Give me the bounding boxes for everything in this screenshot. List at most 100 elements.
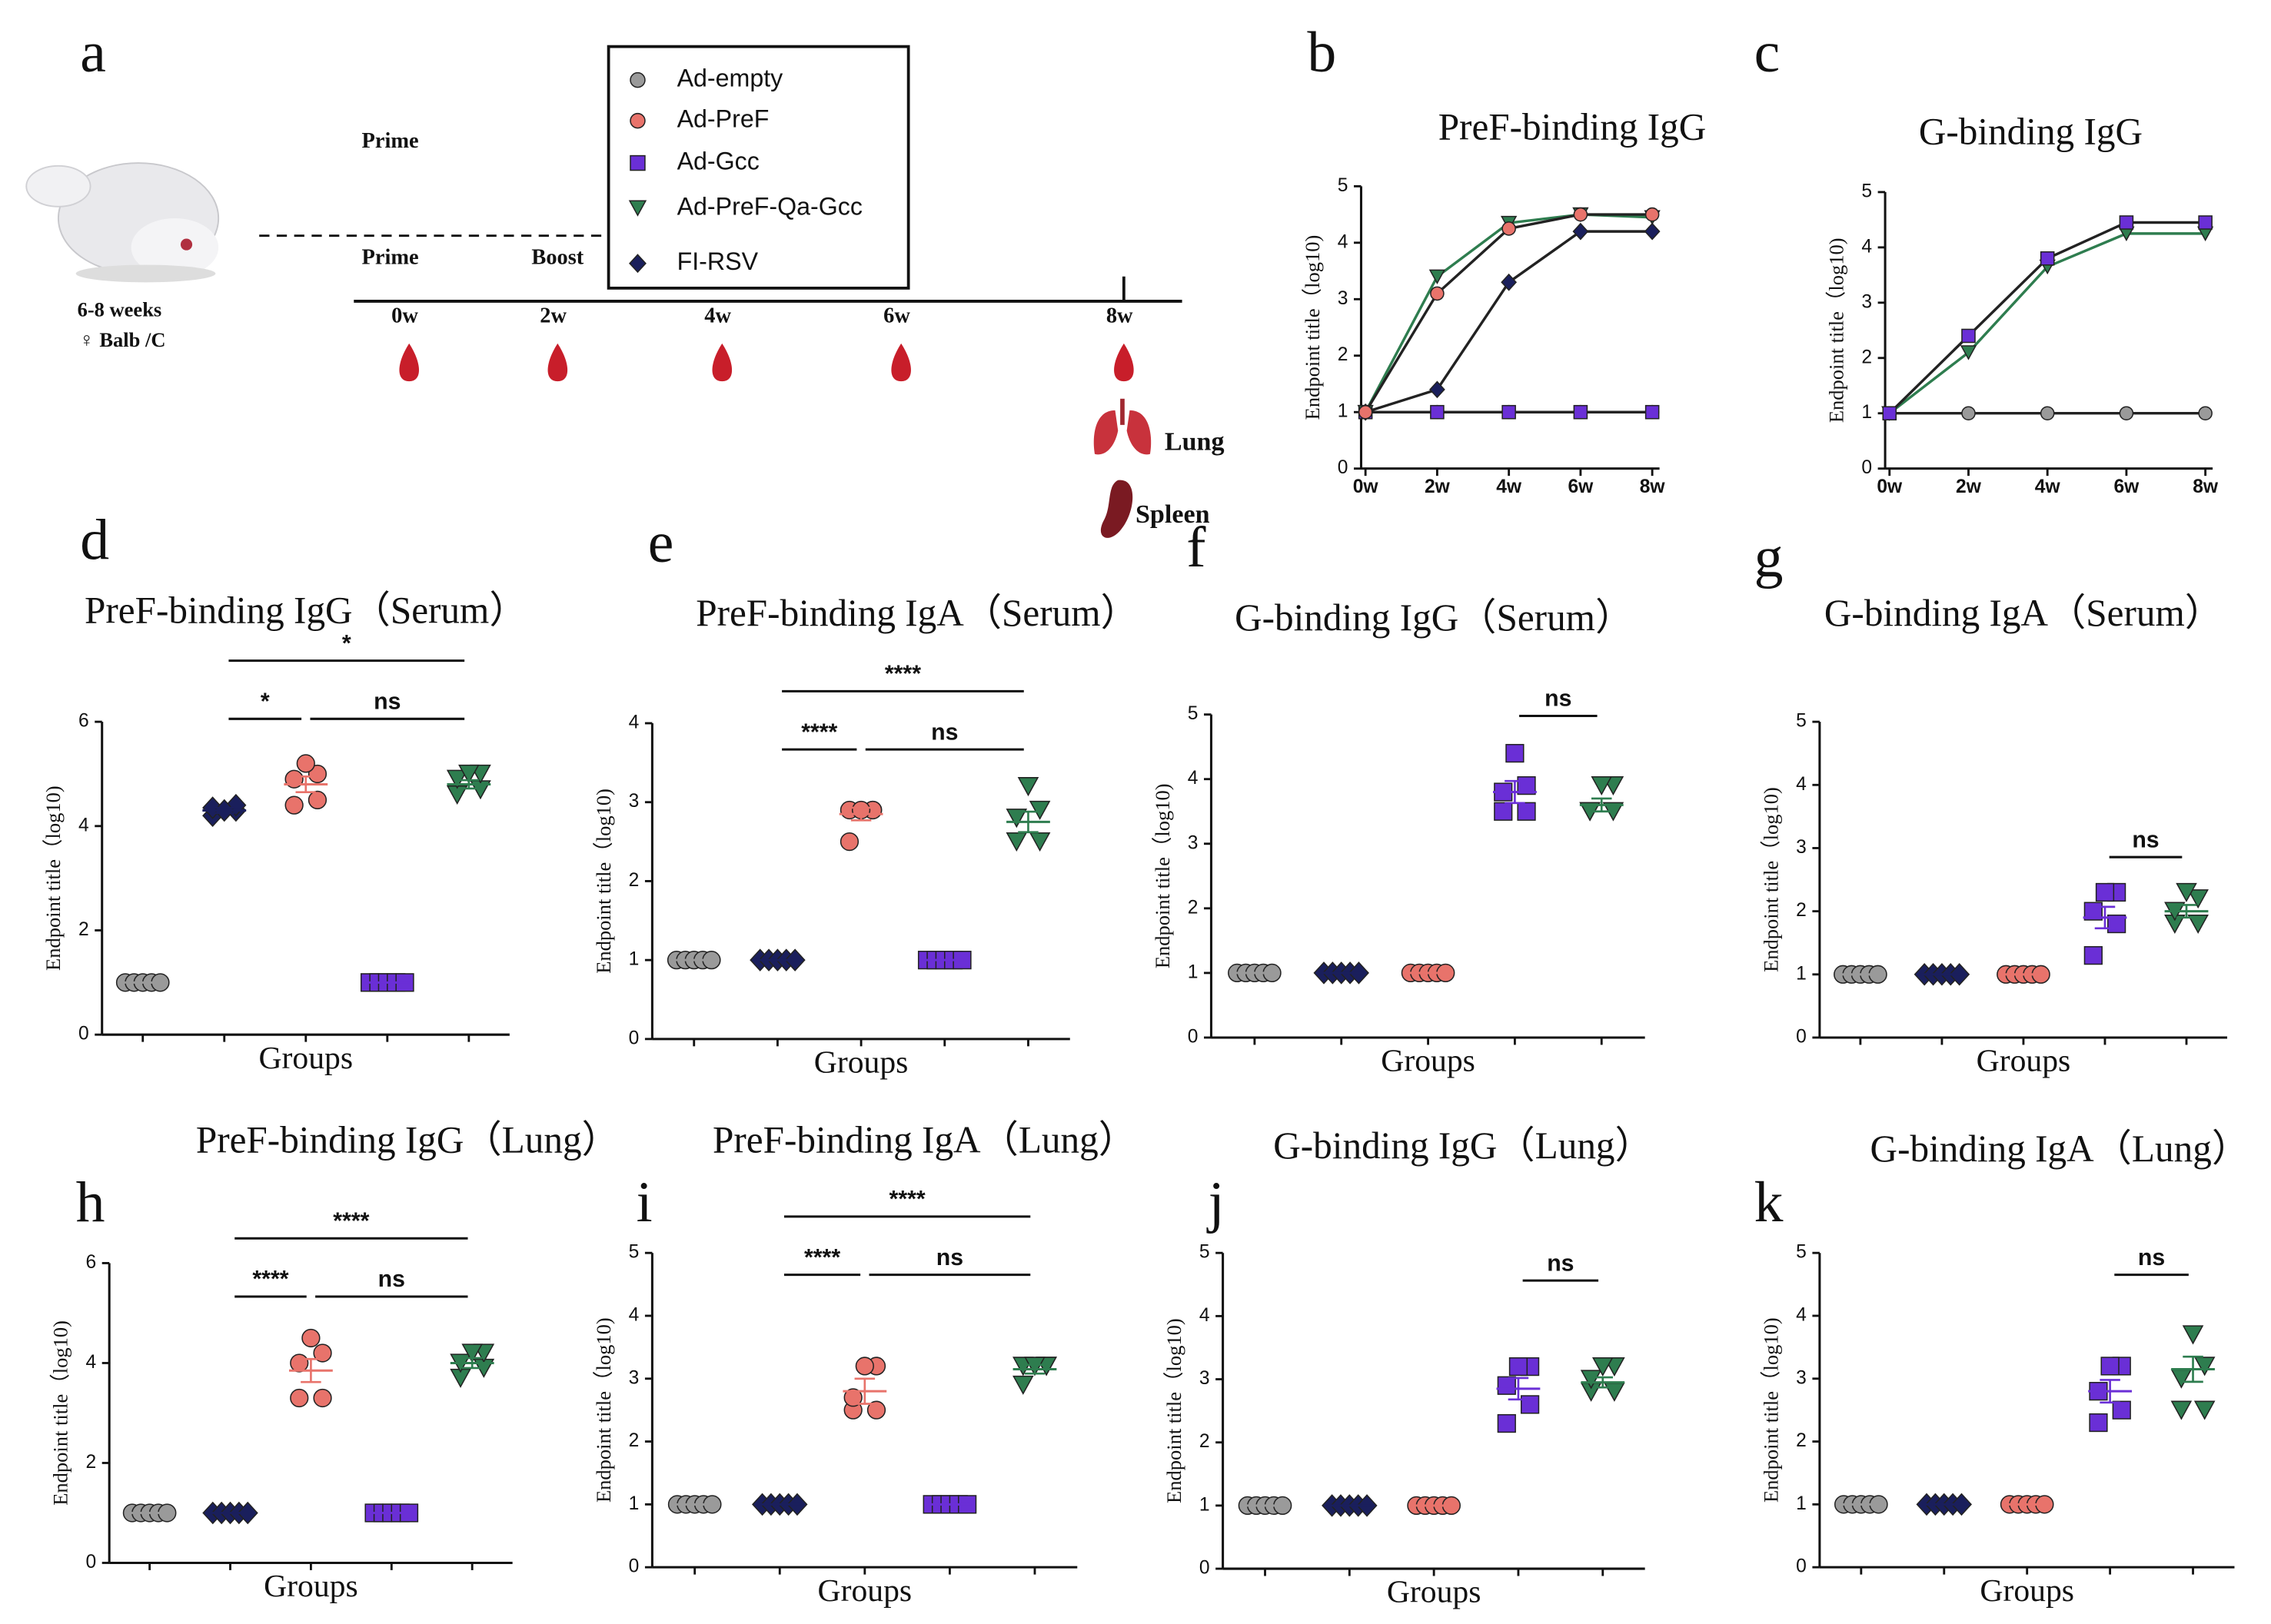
sem-bar bbox=[1508, 1377, 1529, 1401]
point bbox=[2182, 1325, 2204, 1345]
panel-letter: i bbox=[637, 1171, 653, 1234]
x-axis-label: Groups bbox=[1387, 1575, 1481, 1610]
point bbox=[308, 790, 328, 809]
y-tick-label: 0 bbox=[1796, 1556, 1807, 1577]
legend-marker bbox=[630, 112, 646, 129]
point bbox=[1017, 777, 1039, 797]
y-tick-label: 1 bbox=[1188, 961, 1199, 982]
sem-bar bbox=[1024, 1363, 1046, 1375]
x-tick-label: 6w bbox=[2113, 477, 2140, 497]
point bbox=[1573, 404, 1588, 420]
point bbox=[1960, 345, 1977, 360]
y-axis-label: Endpoint title（log10) bbox=[49, 1320, 72, 1506]
legend-marker bbox=[630, 71, 646, 88]
point bbox=[290, 1388, 309, 1408]
sem-bar bbox=[1018, 810, 1039, 834]
point bbox=[2112, 1400, 2131, 1420]
age: 6-8 weeks bbox=[78, 297, 162, 320]
blood-drop bbox=[712, 343, 733, 382]
point bbox=[2187, 889, 2209, 909]
chart-title: PreF-binding IgG（Lung） bbox=[196, 1118, 620, 1161]
x-tick-label: 0w bbox=[1353, 477, 1379, 497]
panel-letter: j bbox=[1206, 1171, 1225, 1234]
point bbox=[2193, 1400, 2216, 1420]
bracket-label: * bbox=[342, 631, 351, 656]
point bbox=[2187, 914, 2209, 934]
point bbox=[313, 1388, 332, 1408]
y-axis-label: Endpoint title（log10) bbox=[42, 785, 65, 971]
x-axis-label: Groups bbox=[1381, 1044, 1475, 1079]
bracket-label: ns bbox=[1547, 1250, 1574, 1276]
point bbox=[1591, 1357, 1614, 1377]
point bbox=[313, 1343, 332, 1363]
point bbox=[1572, 222, 1589, 241]
sem-bar bbox=[1591, 797, 1612, 813]
y-tick-label: 4 bbox=[85, 1352, 96, 1373]
x-tick-label: 4w bbox=[1496, 477, 1522, 497]
point bbox=[446, 769, 468, 789]
y-tick-label: 0 bbox=[1188, 1026, 1199, 1047]
legend-label: Ad-PreF bbox=[677, 105, 770, 133]
y-axis-label: Endpoint title（log10) bbox=[1301, 235, 1324, 420]
y-tick-label: 1 bbox=[1796, 1493, 1807, 1514]
y-tick-label: 0 bbox=[1338, 457, 1348, 478]
panel-letter: f bbox=[1186, 516, 1206, 580]
bracket-label: ns bbox=[374, 689, 401, 714]
line bbox=[1364, 213, 1653, 413]
y-axis-label: Endpoint title（log10) bbox=[1759, 1317, 1782, 1503]
sem-bar bbox=[461, 1357, 483, 1370]
point bbox=[1494, 802, 1513, 821]
point bbox=[1497, 1376, 1516, 1395]
y-tick-label: 4 bbox=[629, 712, 640, 733]
bracket-label: ns bbox=[936, 1245, 963, 1270]
y-tick-label: 3 bbox=[1796, 837, 1807, 858]
panel-letter: g bbox=[1754, 526, 1784, 589]
point bbox=[1644, 222, 1661, 241]
legend-marker bbox=[629, 254, 647, 274]
bracket-label: **** bbox=[889, 1187, 926, 1212]
sem-bar bbox=[295, 775, 317, 794]
point bbox=[2095, 882, 2115, 902]
sem-bar bbox=[854, 1377, 876, 1405]
y-tick-label: 2 bbox=[629, 1430, 640, 1451]
point bbox=[1508, 1357, 1528, 1377]
y-tick-label: 0 bbox=[629, 1556, 640, 1577]
y-tick-label: 3 bbox=[629, 791, 640, 812]
panel-letter: h bbox=[76, 1171, 105, 1234]
mouse bbox=[25, 162, 220, 283]
organ-label: Spleen bbox=[1136, 500, 1210, 529]
point bbox=[1006, 809, 1028, 829]
point bbox=[202, 796, 224, 819]
x-axis-label: Groups bbox=[814, 1045, 909, 1081]
y-tick-label: 3 bbox=[1861, 291, 1872, 312]
point bbox=[2089, 1413, 2108, 1433]
y-tick-label: 1 bbox=[1861, 402, 1872, 423]
y-tick-label: 4 bbox=[1338, 231, 1348, 252]
y-tick-label: 0 bbox=[78, 1024, 89, 1044]
point bbox=[1882, 406, 1897, 420]
y-axis-label: Endpoint title（log10) bbox=[1825, 237, 1848, 423]
point bbox=[1430, 286, 1445, 301]
x-tick-label: 2w bbox=[1425, 477, 1451, 497]
y-tick-label: 4 bbox=[1796, 774, 1807, 795]
y-tick-label: 1 bbox=[1338, 401, 1348, 422]
y-tick-label: 0 bbox=[85, 1552, 96, 1573]
point bbox=[840, 832, 860, 852]
legend-box bbox=[607, 45, 910, 290]
point bbox=[1497, 1413, 1516, 1433]
point bbox=[1644, 207, 1660, 222]
legend-label: FI-RSV bbox=[677, 247, 759, 275]
chart-title: PreF-binding IgG bbox=[1438, 106, 1707, 148]
y-tick-label: 1 bbox=[1796, 963, 1807, 984]
point bbox=[296, 754, 315, 773]
bracket-label: * bbox=[261, 689, 270, 714]
bracket-label: **** bbox=[333, 1208, 369, 1234]
y-tick-label: 4 bbox=[1861, 236, 1872, 257]
y-tick-label: 6 bbox=[78, 711, 89, 732]
point bbox=[2193, 1357, 2216, 1377]
bracket-label: ns bbox=[931, 719, 958, 745]
point bbox=[1604, 1382, 1625, 1402]
sem-bar bbox=[2183, 1355, 2203, 1383]
spleen bbox=[1100, 480, 1133, 538]
